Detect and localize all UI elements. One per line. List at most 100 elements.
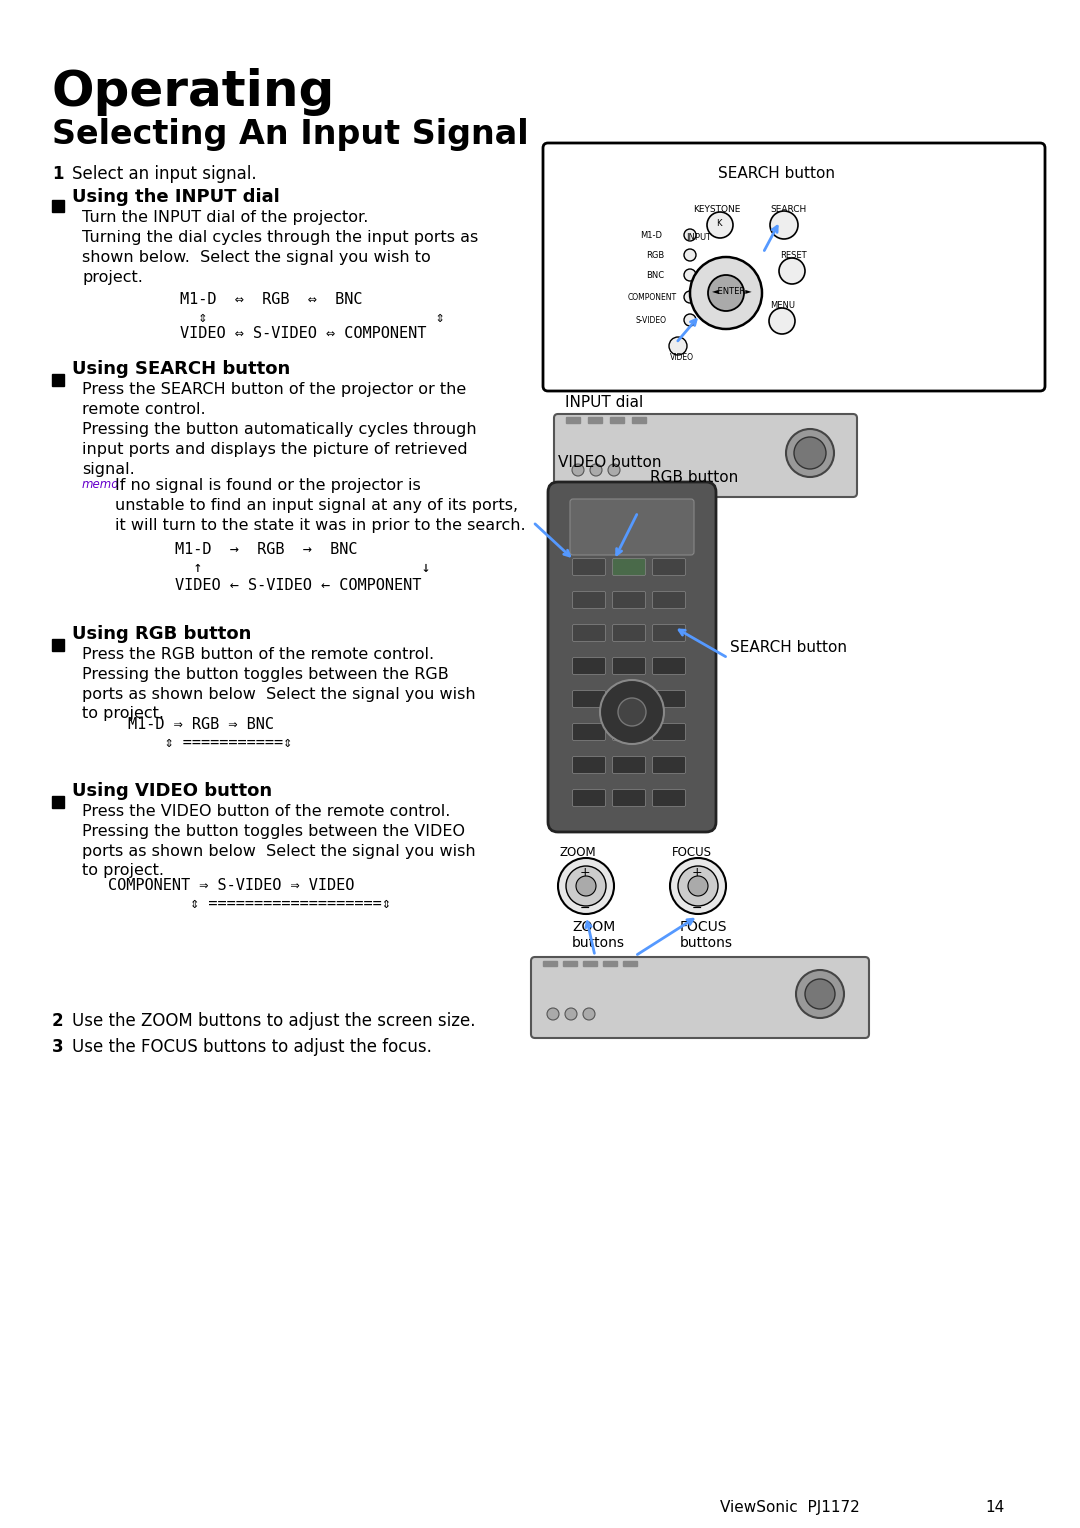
- Text: COMPONENT ⇒ S-VIDEO ⇒ VIDEO: COMPONENT ⇒ S-VIDEO ⇒ VIDEO: [108, 879, 354, 892]
- Circle shape: [600, 680, 664, 744]
- FancyBboxPatch shape: [612, 625, 646, 642]
- Text: VIDEO button: VIDEO button: [558, 455, 661, 471]
- Circle shape: [583, 1008, 595, 1021]
- Text: ZOOM
buttons: ZOOM buttons: [572, 920, 625, 950]
- FancyBboxPatch shape: [612, 559, 646, 576]
- Bar: [52, 200, 64, 212]
- FancyBboxPatch shape: [612, 657, 646, 674]
- Bar: [566, 417, 580, 423]
- Bar: [603, 961, 617, 966]
- FancyBboxPatch shape: [652, 559, 686, 576]
- Text: FOCUS
buttons: FOCUS buttons: [680, 920, 733, 950]
- Circle shape: [770, 211, 798, 238]
- Circle shape: [688, 876, 708, 895]
- FancyBboxPatch shape: [612, 756, 646, 773]
- FancyBboxPatch shape: [554, 414, 858, 497]
- Circle shape: [684, 249, 696, 261]
- Text: 2: 2: [52, 1012, 64, 1030]
- Bar: [52, 796, 64, 808]
- Text: FOCUS: FOCUS: [672, 847, 712, 859]
- Circle shape: [684, 269, 696, 281]
- Text: Using RGB button: Using RGB button: [72, 625, 252, 643]
- Text: VIDEO ← S-VIDEO ← COMPONENT: VIDEO ← S-VIDEO ← COMPONENT: [175, 578, 421, 593]
- Text: Using the INPUT dial: Using the INPUT dial: [72, 188, 280, 206]
- Text: INPUT dial: INPUT dial: [565, 396, 644, 410]
- FancyBboxPatch shape: [531, 957, 869, 1038]
- Text: ⇕                         ⇕: ⇕ ⇕: [180, 310, 445, 325]
- Circle shape: [769, 309, 795, 335]
- Circle shape: [707, 212, 733, 238]
- FancyBboxPatch shape: [572, 691, 606, 707]
- FancyBboxPatch shape: [612, 790, 646, 807]
- Circle shape: [708, 275, 744, 312]
- Bar: [623, 961, 637, 966]
- Text: Selecting An Input Signal: Selecting An Input Signal: [52, 118, 528, 151]
- Text: 1: 1: [52, 165, 64, 183]
- FancyBboxPatch shape: [572, 625, 606, 642]
- Text: ViewSonic  PJ1172: ViewSonic PJ1172: [720, 1500, 860, 1514]
- Circle shape: [678, 866, 718, 906]
- FancyBboxPatch shape: [652, 790, 686, 807]
- Text: Select an input signal.: Select an input signal.: [72, 165, 257, 183]
- FancyBboxPatch shape: [612, 723, 646, 741]
- Circle shape: [796, 970, 843, 1018]
- FancyBboxPatch shape: [572, 790, 606, 807]
- Text: VIDEO: VIDEO: [670, 353, 694, 362]
- Circle shape: [670, 859, 726, 914]
- Text: Operating: Operating: [52, 69, 336, 116]
- Text: ⇕ ===========⇕: ⇕ ===========⇕: [129, 735, 293, 750]
- Circle shape: [794, 437, 826, 469]
- Text: Use the ZOOM buttons to adjust the screen size.: Use the ZOOM buttons to adjust the scree…: [72, 1012, 475, 1030]
- FancyBboxPatch shape: [572, 657, 606, 674]
- Text: ⇕ ===================⇕: ⇕ ===================⇕: [108, 895, 391, 911]
- Circle shape: [779, 258, 805, 284]
- Text: Pressing the button automatically cycles through
input ports and displays the pi: Pressing the button automatically cycles…: [82, 422, 476, 477]
- Text: M1-D ⇒ RGB ⇒ BNC: M1-D ⇒ RGB ⇒ BNC: [129, 717, 274, 732]
- Text: Turn the INPUT dial of the projector.: Turn the INPUT dial of the projector.: [82, 209, 368, 225]
- FancyBboxPatch shape: [572, 559, 606, 576]
- Text: SEARCH button: SEARCH button: [718, 167, 835, 180]
- Bar: [563, 961, 577, 966]
- Bar: [52, 374, 64, 387]
- Circle shape: [572, 465, 584, 477]
- Text: Press the VIDEO button of the remote control.
Pressing the button toggles betwee: Press the VIDEO button of the remote con…: [82, 804, 475, 879]
- Text: M1-D: M1-D: [640, 231, 662, 240]
- Text: BNC: BNC: [646, 270, 664, 280]
- Circle shape: [546, 1008, 559, 1021]
- Circle shape: [805, 979, 835, 1008]
- FancyBboxPatch shape: [572, 723, 606, 741]
- Bar: [52, 639, 64, 651]
- FancyBboxPatch shape: [652, 625, 686, 642]
- FancyBboxPatch shape: [572, 591, 606, 608]
- Text: RGB button: RGB button: [650, 471, 739, 484]
- Text: 14: 14: [985, 1500, 1004, 1514]
- FancyBboxPatch shape: [612, 591, 646, 608]
- Bar: [632, 417, 646, 423]
- Circle shape: [684, 290, 696, 303]
- FancyBboxPatch shape: [652, 657, 686, 674]
- Text: Turning the dial cycles through the input ports as
shown below.  Select the sign: Turning the dial cycles through the inpu…: [82, 231, 478, 284]
- Text: RGB: RGB: [646, 251, 664, 260]
- Text: Press the SEARCH button of the projector or the
remote control.: Press the SEARCH button of the projector…: [82, 382, 467, 417]
- FancyBboxPatch shape: [548, 481, 716, 833]
- Circle shape: [618, 698, 646, 726]
- Text: K: K: [716, 219, 721, 228]
- Text: Press the RGB button of the remote control.
Pressing the button toggles between : Press the RGB button of the remote contr…: [82, 646, 475, 721]
- Text: M1-D  →  RGB  →  BNC: M1-D → RGB → BNC: [175, 542, 357, 558]
- Text: COMPONENT: COMPONENT: [627, 293, 677, 303]
- Bar: [588, 417, 602, 423]
- FancyBboxPatch shape: [572, 756, 606, 773]
- Circle shape: [684, 313, 696, 325]
- Circle shape: [565, 1008, 577, 1021]
- FancyBboxPatch shape: [543, 144, 1045, 391]
- Text: VIDEO ⇔ S-VIDEO ⇔ COMPONENT: VIDEO ⇔ S-VIDEO ⇔ COMPONENT: [180, 325, 427, 341]
- Text: ZOOM: ZOOM: [561, 847, 596, 859]
- Bar: [583, 961, 597, 966]
- FancyBboxPatch shape: [652, 723, 686, 741]
- Circle shape: [590, 465, 602, 477]
- FancyBboxPatch shape: [652, 591, 686, 608]
- Text: Using SEARCH button: Using SEARCH button: [72, 361, 291, 377]
- Text: If no signal is found or the projector is
unstable to find an input signal at an: If no signal is found or the projector i…: [114, 478, 526, 533]
- Text: MENU: MENU: [770, 301, 795, 310]
- Circle shape: [566, 866, 606, 906]
